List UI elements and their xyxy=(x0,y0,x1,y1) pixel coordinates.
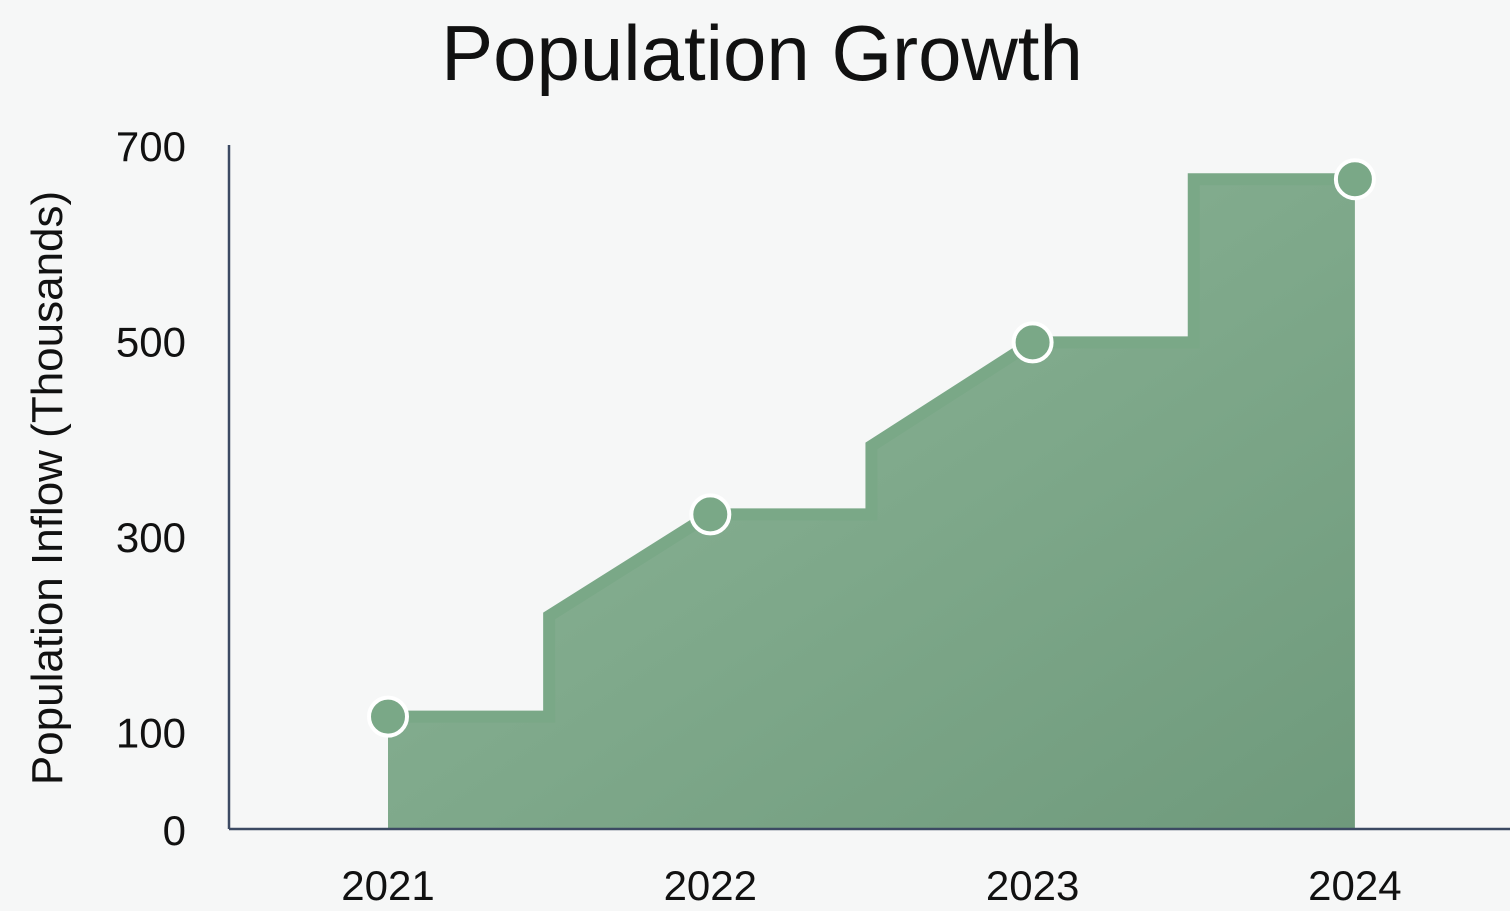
y-tick-label-0: 0 xyxy=(163,807,186,854)
data-point-2022 xyxy=(689,493,732,536)
x-tick-label-2021: 2021 xyxy=(341,862,434,909)
x-tick-label-2022: 2022 xyxy=(664,862,757,909)
y-tick-label-300: 300 xyxy=(116,514,186,561)
y-tick-label-100: 100 xyxy=(116,709,186,756)
chart-title: Population Growth xyxy=(441,9,1083,97)
x-tick-labels: 2021 2022 2023 2024 xyxy=(341,862,1401,909)
y-axis-label: Population Inflow (Thousands) xyxy=(23,191,72,785)
data-point-2023 xyxy=(1011,321,1054,364)
data-point-2024 xyxy=(1333,158,1376,201)
x-tick-label-2023: 2023 xyxy=(986,862,1079,909)
x-tick-label-2024: 2024 xyxy=(1308,862,1401,909)
y-tick-label-700: 700 xyxy=(116,123,186,170)
y-tick-labels: 0 100 300 500 700 xyxy=(116,123,186,854)
plot-area xyxy=(367,158,1376,829)
series-line xyxy=(388,173,1355,723)
data-point-2021 xyxy=(367,695,409,738)
y-tick-label-500: 500 xyxy=(116,318,186,365)
